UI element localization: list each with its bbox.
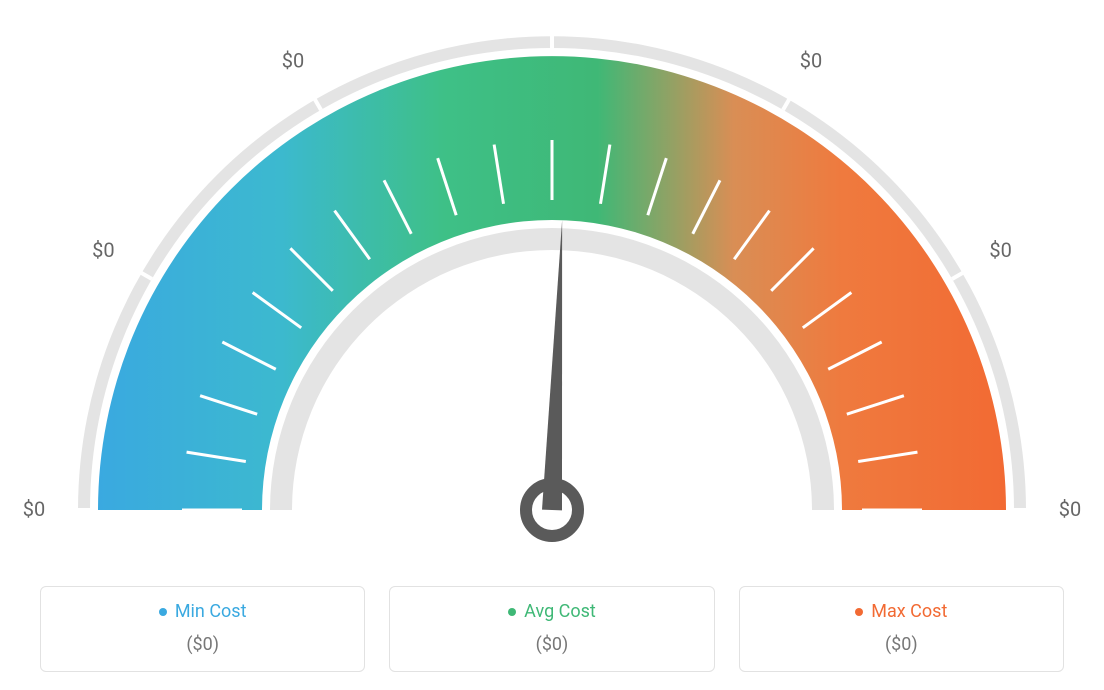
svg-text:$0: $0 — [23, 497, 45, 521]
svg-text:$0: $0 — [800, 48, 822, 72]
legend-text-min: Min Cost — [175, 601, 247, 622]
bullet-icon — [159, 608, 167, 616]
legend-value-avg: ($0) — [402, 634, 701, 655]
legend-row: Min Cost ($0) Avg Cost ($0) Max Cost ($0… — [40, 586, 1064, 673]
legend-card-min: Min Cost ($0) — [40, 586, 365, 673]
bullet-icon — [508, 608, 516, 616]
svg-text:$0: $0 — [541, 0, 563, 3]
legend-value-max: ($0) — [752, 634, 1051, 655]
legend-text-max: Max Cost — [871, 601, 947, 622]
svg-text:$0: $0 — [1059, 497, 1081, 521]
legend-card-avg: Avg Cost ($0) — [389, 586, 714, 673]
gauge-chart: $0 $0 $0 $0 $0 $0 $0 — [0, 0, 1104, 560]
legend-label-min: Min Cost — [159, 601, 247, 622]
legend-label-avg: Avg Cost — [508, 601, 596, 622]
bullet-icon — [855, 608, 863, 616]
legend-value-min: ($0) — [53, 634, 352, 655]
svg-text:$0: $0 — [282, 48, 304, 72]
svg-text:$0: $0 — [989, 238, 1011, 262]
legend-label-max: Max Cost — [855, 601, 947, 622]
legend-text-avg: Avg Cost — [524, 601, 596, 622]
gauge-svg: $0 $0 $0 $0 $0 $0 $0 — [0, 0, 1104, 560]
legend-card-max: Max Cost ($0) — [739, 586, 1064, 673]
svg-text:$0: $0 — [92, 238, 114, 262]
